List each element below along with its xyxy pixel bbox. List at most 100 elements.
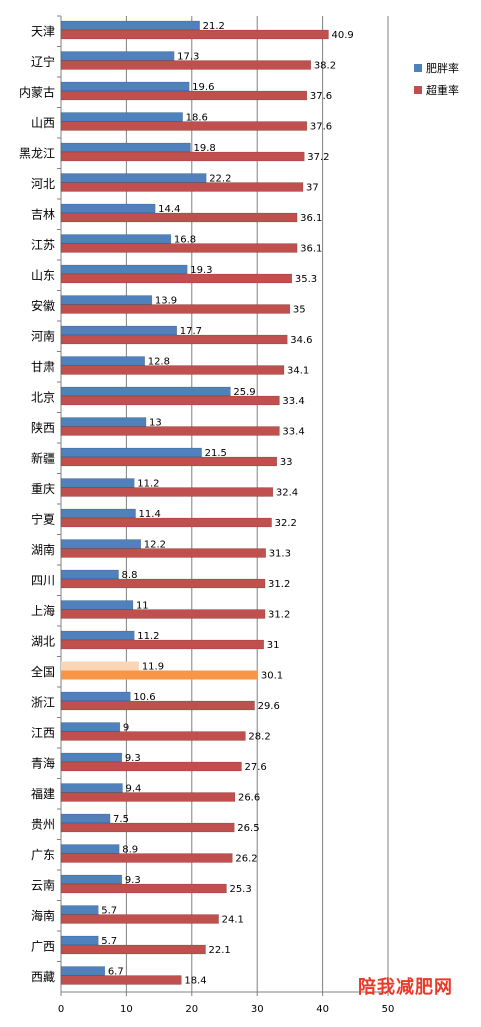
category-label: 福建 bbox=[31, 786, 55, 801]
data-label: 13.9 bbox=[155, 296, 177, 307]
data-label: 26.5 bbox=[237, 823, 259, 834]
bar-overweight bbox=[60, 883, 227, 894]
data-label: 25.9 bbox=[233, 387, 255, 398]
data-label: 13 bbox=[149, 418, 162, 429]
bar-obesity bbox=[60, 935, 99, 946]
data-label: 37.2 bbox=[307, 152, 329, 163]
bar-overweight bbox=[60, 822, 235, 833]
category-label: 甘肃 bbox=[31, 360, 55, 374]
category-label: 重庆 bbox=[31, 482, 55, 496]
data-label: 32.4 bbox=[276, 488, 298, 499]
category-label: 黑龙江 bbox=[19, 146, 55, 160]
x-tick-label: 0 bbox=[58, 1004, 64, 1015]
data-label: 36.1 bbox=[300, 244, 322, 255]
bar-obesity bbox=[60, 874, 123, 885]
data-label: 33 bbox=[280, 457, 293, 468]
category-label: 河北 bbox=[31, 177, 55, 191]
bar-overweight bbox=[61, 670, 258, 680]
data-label: 5.7 bbox=[101, 906, 117, 917]
bar-obesity bbox=[60, 783, 123, 793]
data-label: 11.9 bbox=[142, 662, 164, 673]
data-label: 19.8 bbox=[193, 143, 215, 154]
bar-obesity bbox=[60, 325, 178, 336]
data-label: 25.3 bbox=[229, 884, 251, 895]
x-tick-label: 20 bbox=[185, 1004, 198, 1015]
data-label: 18.4 bbox=[184, 976, 206, 987]
data-label: 36.1 bbox=[300, 213, 322, 224]
bar-overweight bbox=[60, 90, 308, 101]
category-label: 浙江 bbox=[31, 695, 55, 709]
data-label: 19.3 bbox=[190, 265, 212, 276]
data-label: 11.4 bbox=[139, 509, 161, 520]
category-label: 吉林 bbox=[31, 207, 55, 221]
bar-overweight bbox=[60, 334, 288, 345]
category-label: 安徽 bbox=[31, 298, 55, 313]
data-label: 9 bbox=[123, 723, 129, 734]
bar-overweight bbox=[60, 456, 278, 467]
bar-obesity bbox=[60, 508, 136, 519]
category-label: 陕西 bbox=[31, 420, 55, 435]
data-label: 12.2 bbox=[144, 540, 166, 551]
bar-obesity bbox=[60, 691, 131, 702]
bar-overweight bbox=[60, 151, 305, 162]
bar-obesity bbox=[60, 569, 119, 580]
bar-obesity bbox=[60, 905, 99, 915]
bar-obesity bbox=[60, 51, 175, 61]
data-label: 9.3 bbox=[125, 875, 141, 886]
bar-overweight bbox=[60, 975, 182, 985]
bar-overweight bbox=[60, 548, 266, 558]
data-label: 29.6 bbox=[258, 701, 280, 712]
data-label: 26.6 bbox=[238, 793, 260, 804]
bar-overweight bbox=[60, 700, 255, 711]
category-label: 海南 bbox=[31, 908, 55, 923]
bar-overweight bbox=[60, 792, 236, 802]
data-label: 30.1 bbox=[261, 671, 283, 682]
data-label: 27.6 bbox=[245, 762, 267, 773]
data-label: 33.4 bbox=[282, 396, 304, 407]
category-label: 天津 bbox=[31, 24, 55, 38]
legend-swatch bbox=[414, 86, 422, 94]
data-label: 21.2 bbox=[203, 21, 225, 32]
data-label: 24.1 bbox=[222, 915, 244, 926]
x-tick-label: 50 bbox=[382, 1004, 395, 1015]
category-label: 上海 bbox=[31, 603, 55, 618]
bar-obesity bbox=[60, 813, 111, 824]
data-label: 9.4 bbox=[125, 784, 141, 795]
bar-obesity bbox=[60, 264, 188, 275]
bar-obesity bbox=[60, 417, 147, 427]
data-label: 33.4 bbox=[282, 427, 304, 438]
data-label: 22.2 bbox=[209, 174, 231, 185]
bar-overweight bbox=[60, 304, 291, 314]
bar-obesity bbox=[60, 203, 156, 214]
category-label: 全国 bbox=[31, 664, 55, 679]
data-label: 26.2 bbox=[235, 854, 257, 865]
bar-obesity bbox=[60, 142, 191, 153]
data-label: 11.2 bbox=[137, 631, 159, 642]
bar-overweight bbox=[60, 395, 280, 406]
data-label: 21.5 bbox=[205, 448, 227, 459]
data-label: 35 bbox=[293, 305, 306, 316]
bar-obesity bbox=[60, 295, 153, 305]
bar-overweight bbox=[60, 578, 266, 589]
category-label: 湖北 bbox=[31, 633, 55, 648]
bar-obesity bbox=[60, 478, 135, 488]
category-label: 北京 bbox=[31, 390, 55, 404]
bar-obesity bbox=[60, 173, 207, 183]
bar-overweight bbox=[60, 639, 264, 650]
bar-obesity bbox=[60, 752, 123, 763]
x-tick-label: 30 bbox=[251, 1004, 264, 1015]
data-label: 37.6 bbox=[310, 91, 332, 102]
bar-overweight bbox=[60, 60, 312, 70]
data-label: 22.1 bbox=[209, 945, 231, 956]
bar-overweight bbox=[60, 761, 242, 772]
bar-obesity bbox=[60, 600, 134, 610]
data-label: 38.2 bbox=[314, 61, 336, 72]
data-label: 5.7 bbox=[101, 936, 117, 947]
bar-overweight bbox=[60, 365, 285, 375]
category-label: 河南 bbox=[31, 328, 55, 343]
data-label: 31.2 bbox=[268, 579, 290, 590]
bar-overweight bbox=[60, 243, 298, 253]
data-label: 37.6 bbox=[310, 122, 332, 133]
data-label: 8.9 bbox=[122, 845, 138, 856]
